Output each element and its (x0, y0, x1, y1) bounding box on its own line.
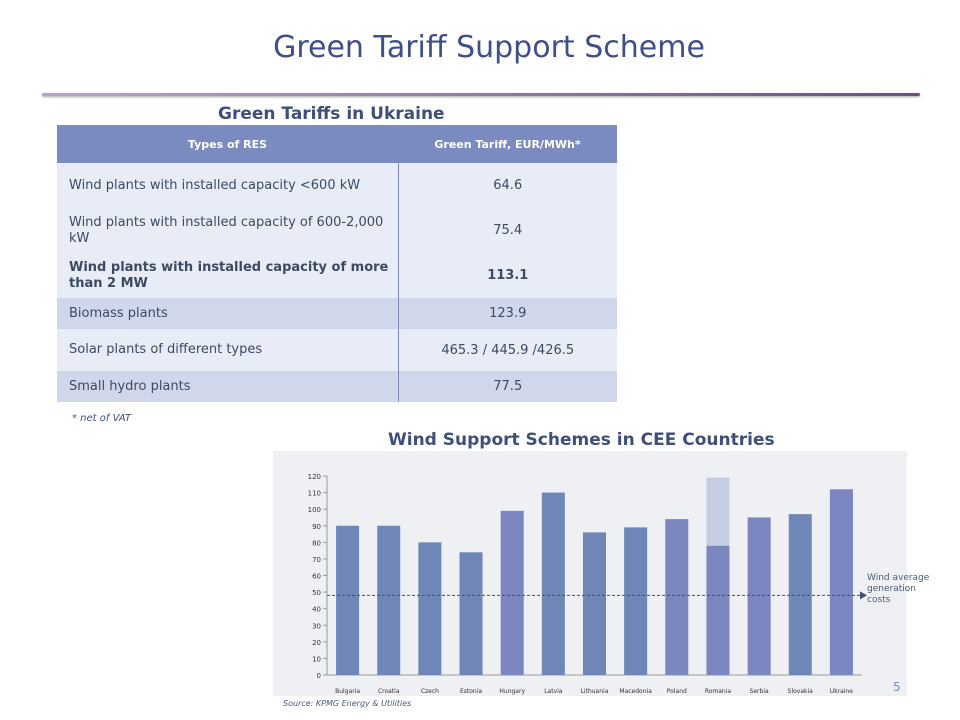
x-tick-label: Ukraine (830, 688, 853, 695)
y-tick-label: 70 (312, 556, 321, 564)
y-tick-label: 40 (312, 606, 321, 614)
bar-serbia (747, 517, 771, 675)
y-tick-label: 20 (312, 639, 321, 647)
chart-title: Wind Support Schemes in CEE Countries (388, 430, 775, 450)
chart-source: Source: KPMG Energy & Utilities (283, 699, 412, 708)
row-type: Small hydro plants (57, 371, 399, 402)
x-tick-label: Slovakia (788, 688, 814, 695)
bar-hungary (500, 510, 524, 675)
reference-line-label: Wind average generation costs (867, 573, 930, 605)
bar-bulgaria (336, 525, 360, 675)
table-row: Wind plants with installed capacity of m… (57, 253, 617, 298)
y-tick-label: 80 (312, 539, 321, 547)
x-tick-label: Latvia (544, 688, 563, 695)
table-title: Green Tariffs in Ukraine (218, 104, 445, 124)
slide-title: Green Tariff Support Scheme (273, 30, 705, 65)
x-tick-label: Bulgaria (335, 688, 360, 695)
y-tick-label: 100 (308, 506, 321, 514)
x-tick-label: Macedonia (619, 688, 652, 695)
header-green-tariff: Green Tariff, EUR/MWh* (398, 125, 617, 163)
y-tick-label: 10 (312, 655, 321, 663)
bar-romania (706, 545, 730, 675)
x-tick-label: Estonia (460, 688, 482, 695)
x-tick-label: Hungary (499, 688, 525, 695)
bar-croatia (377, 525, 401, 675)
green-tariffs-table: Types of RES Green Tariff, EUR/MWh* Wind… (57, 125, 617, 402)
y-tick-label: 120 (308, 473, 321, 481)
row-tariff: 77.5 (398, 371, 617, 402)
y-tick-label: 30 (312, 622, 321, 630)
x-tick-label: Serbia (750, 688, 769, 695)
table-row: Wind plants with installed capacity <600… (57, 163, 617, 208)
page-number: 5 (893, 680, 901, 694)
row-tariff: 64.6 (398, 163, 617, 208)
row-tariff: 75.4 (398, 208, 617, 253)
row-tariff: 123.9 (398, 298, 617, 329)
row-type: Biomass plants (57, 298, 399, 329)
bar-poland (665, 519, 689, 675)
y-tick-label: 60 (312, 573, 321, 581)
bar-estonia (459, 552, 483, 675)
bar-slovakia (788, 514, 812, 675)
table-row: Biomass plants 123.9 (57, 298, 617, 329)
title-divider (42, 93, 920, 96)
bar-lithuania (583, 532, 606, 675)
x-tick-label: Czech (421, 688, 439, 695)
table-row: Solar plants of different types 465.3 / … (57, 329, 617, 371)
y-tick-label: 0 (317, 672, 321, 680)
reference-arrow (860, 591, 867, 600)
row-type: Wind plants with installed capacity of 6… (57, 208, 399, 253)
x-tick-label: Croatia (378, 688, 400, 695)
y-tick-label: 50 (312, 589, 321, 597)
y-tick-label: 90 (312, 523, 321, 531)
x-tick-label: Lithuania (581, 688, 609, 695)
table-header-row: Types of RES Green Tariff, EUR/MWh* (57, 125, 617, 163)
x-tick-label: Poland (667, 688, 687, 695)
row-type: Wind plants with installed capacity of m… (57, 253, 399, 298)
row-type: Solar plants of different types (57, 329, 399, 371)
bar-czech (418, 542, 442, 675)
table-row: Small hydro plants 77.5 (57, 371, 617, 402)
row-type: Wind plants with installed capacity <600… (57, 163, 399, 208)
table-row: Wind plants with installed capacity of 6… (57, 208, 617, 253)
table-footnote: * net of VAT (72, 413, 131, 424)
bar-macedonia (624, 527, 648, 675)
row-tariff: 113.1 (398, 253, 617, 298)
bar-stack-romania (706, 477, 730, 546)
row-tariff: 465.3 / 445.9 /426.5 (398, 329, 617, 371)
bar-ukraine (829, 489, 853, 675)
y-tick-label: 110 (308, 490, 321, 498)
header-types-of-res: Types of RES (57, 125, 398, 163)
x-tick-label: Romania (705, 688, 732, 695)
bar-latvia (541, 492, 565, 675)
